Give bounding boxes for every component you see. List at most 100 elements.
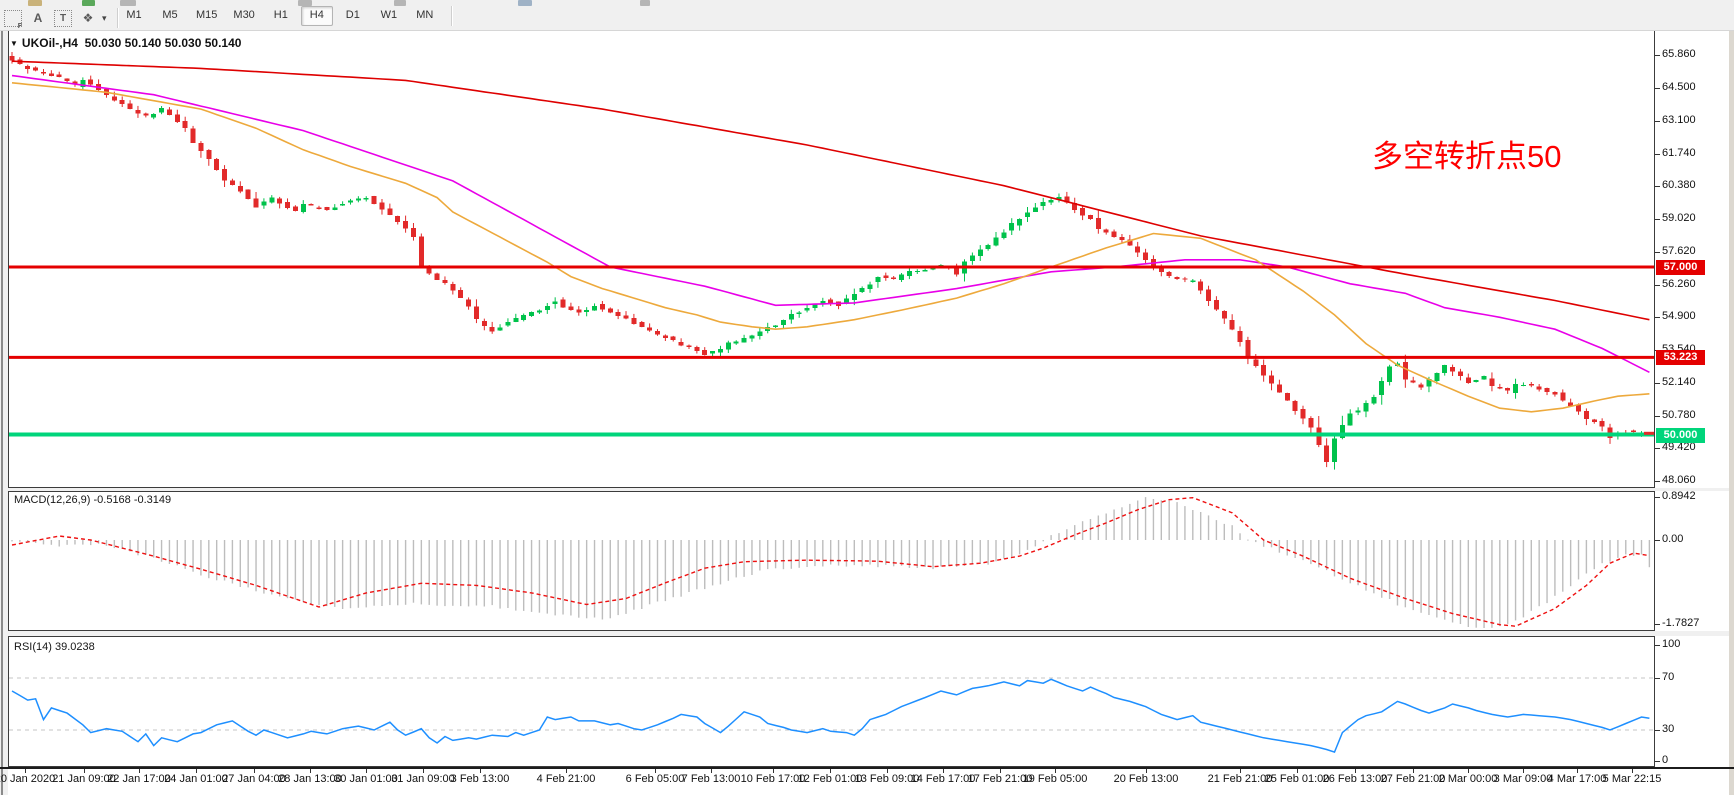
price-axis-label: 59.020	[1662, 212, 1696, 224]
rsi-panel[interactable]	[8, 636, 1655, 767]
macd-label: MACD(12,26,9) -0.5168 -0.3149	[14, 494, 172, 506]
axis-tick	[1655, 121, 1660, 122]
clipped-icon	[28, 0, 42, 6]
axis-tick	[1655, 186, 1660, 187]
time-axis-tick	[25, 769, 26, 773]
tf-button-h1[interactable]: H1	[273, 9, 288, 21]
time-axis-tick	[1240, 769, 1241, 773]
time-axis-tick	[480, 769, 481, 773]
dropdown-caret-icon[interactable]: ▾	[102, 12, 107, 23]
clipped-icon	[394, 0, 406, 6]
time-axis-tick	[1146, 769, 1147, 773]
tf-button-mn[interactable]: MN	[416, 9, 434, 21]
time-axis-tick	[830, 769, 831, 773]
panel-separator[interactable]	[0, 488, 1734, 491]
time-axis-label: 20 Feb 13:00	[1113, 773, 1179, 785]
time-axis-label: 21 Feb 21:00	[1207, 773, 1273, 785]
tf-button-d1[interactable]: D1	[345, 9, 360, 21]
drawing-tools: F A T ❖ ▾	[4, 8, 123, 30]
price-axis-label: 54.900	[1662, 310, 1696, 322]
time-axis-tick	[423, 769, 424, 773]
rsi-axis-label: 70	[1662, 671, 1675, 683]
tf-button-m5[interactable]: M5	[162, 9, 178, 21]
axis-tick	[1655, 540, 1660, 541]
time-axis-label: 21 Jan 09:00	[52, 773, 116, 785]
time-axis-tick	[655, 769, 656, 773]
time-axis-label: 19 Feb 05:00	[1022, 773, 1088, 785]
time-axis-label: 3 Feb 13:00	[450, 773, 510, 785]
axis-tick	[1655, 416, 1660, 417]
window-right-edge	[1729, 30, 1734, 795]
time-axis-label: 4 Feb 21:00	[536, 773, 596, 785]
time-axis-label: 14 Feb 17:00	[910, 773, 976, 785]
rsi-axis-label: 100	[1662, 638, 1681, 650]
macd-panel[interactable]	[8, 491, 1655, 631]
font-tool-icon[interactable]: A	[33, 11, 43, 25]
clipped-icon	[640, 0, 650, 6]
toolbar-separator	[116, 8, 119, 28]
time-axis-tick	[1632, 769, 1633, 773]
time-axis-label: 22 Jan 17:00	[107, 773, 171, 785]
axis-tick	[1655, 285, 1660, 286]
time-axis-tick	[254, 769, 255, 773]
macd-values: -0.5168 -0.3149	[93, 494, 172, 506]
panel-separator[interactable]	[0, 631, 1734, 636]
time-axis-tick	[711, 769, 712, 773]
axis-tick	[1655, 154, 1660, 155]
time-axis-tick	[196, 769, 197, 773]
time-axis-label: 17 Feb 21:00	[967, 773, 1033, 785]
time-axis-tick	[84, 769, 85, 773]
text-label-tool-icon[interactable]: T	[54, 9, 72, 27]
time-axis-tick	[1000, 769, 1001, 773]
tf-button-h4[interactable]: H4	[300, 6, 333, 26]
axis-tick	[1655, 219, 1660, 220]
time-axis-tick	[366, 769, 367, 773]
price-axis-label: 61.740	[1662, 147, 1696, 159]
time-axis-label: 24 Jan 01:00	[164, 773, 228, 785]
price-chart-panel[interactable]	[8, 30, 1655, 488]
time-axis-tick	[566, 769, 567, 773]
toolbar: F A T ❖ ▾ M1 M5 M15 M30 H1 H4 D1 W1 MN	[0, 0, 1734, 31]
time-axis-tick	[1577, 769, 1578, 773]
axis-tick	[1655, 448, 1660, 449]
template-f-tool-icon[interactable]: F	[4, 9, 22, 30]
rsi-axis-label: 30	[1662, 723, 1675, 735]
tf-button-m30[interactable]: M30	[233, 9, 255, 21]
price-axis-label: 63.100	[1662, 114, 1696, 126]
price-axis-label: 57.620	[1662, 245, 1696, 257]
time-axis-tick	[1523, 769, 1524, 773]
time-axis-tick	[1055, 769, 1056, 773]
price-axis-label: 65.860	[1662, 48, 1696, 60]
tf-button-w1[interactable]: W1	[380, 9, 398, 21]
time-axis-tick	[310, 769, 311, 773]
rsi-label: RSI(14) 39.0238	[14, 641, 95, 653]
rsi-axis-label: 0	[1662, 754, 1669, 766]
axis-tick	[1655, 645, 1660, 646]
window-left-edge	[0, 30, 8, 795]
tf-button-m1[interactable]: M1	[126, 9, 142, 21]
rsi-value: 39.0238	[54, 641, 95, 653]
tf-button-m15[interactable]: M15	[196, 9, 218, 21]
symbol-period-label: UKOil-,H4	[21, 36, 78, 50]
chart-title: ▼ UKOil-,H4 50.030 50.140 50.030 50.140	[10, 36, 241, 50]
time-axis-tick	[1297, 769, 1298, 773]
price-axis-label: 64.500	[1662, 81, 1696, 93]
clipped-icon	[120, 0, 136, 6]
axis-tick	[1655, 88, 1660, 89]
chevron-down-icon[interactable]: ▼	[10, 39, 18, 48]
clipped-icon	[82, 0, 95, 6]
price-axis-label: 56.260	[1662, 278, 1696, 290]
axis-tick	[1655, 252, 1660, 253]
ohlc-readout: 50.030 50.140 50.030 50.140	[84, 36, 242, 50]
text-annotation[interactable]: 多空转折点50	[1372, 139, 1562, 174]
time-axis-label: 13 Feb 09:00	[854, 773, 920, 785]
shapes-tool-icon[interactable]: ❖	[82, 11, 94, 25]
time-axis-label: 28 Jan 13:00	[278, 773, 342, 785]
time-axis-label: 20 Jan 2020	[0, 773, 56, 785]
time-axis-label: 10 Feb 17:00	[740, 773, 806, 785]
time-axis-label: 7 Feb 13:00	[681, 773, 741, 785]
price-level-badge: 50.000	[1656, 427, 1705, 443]
macd-axis-label: 0.00	[1662, 533, 1684, 545]
timeframe-buttons: M1 M5 M15 M30 H1 H4 D1 W1 MN	[118, 6, 457, 26]
